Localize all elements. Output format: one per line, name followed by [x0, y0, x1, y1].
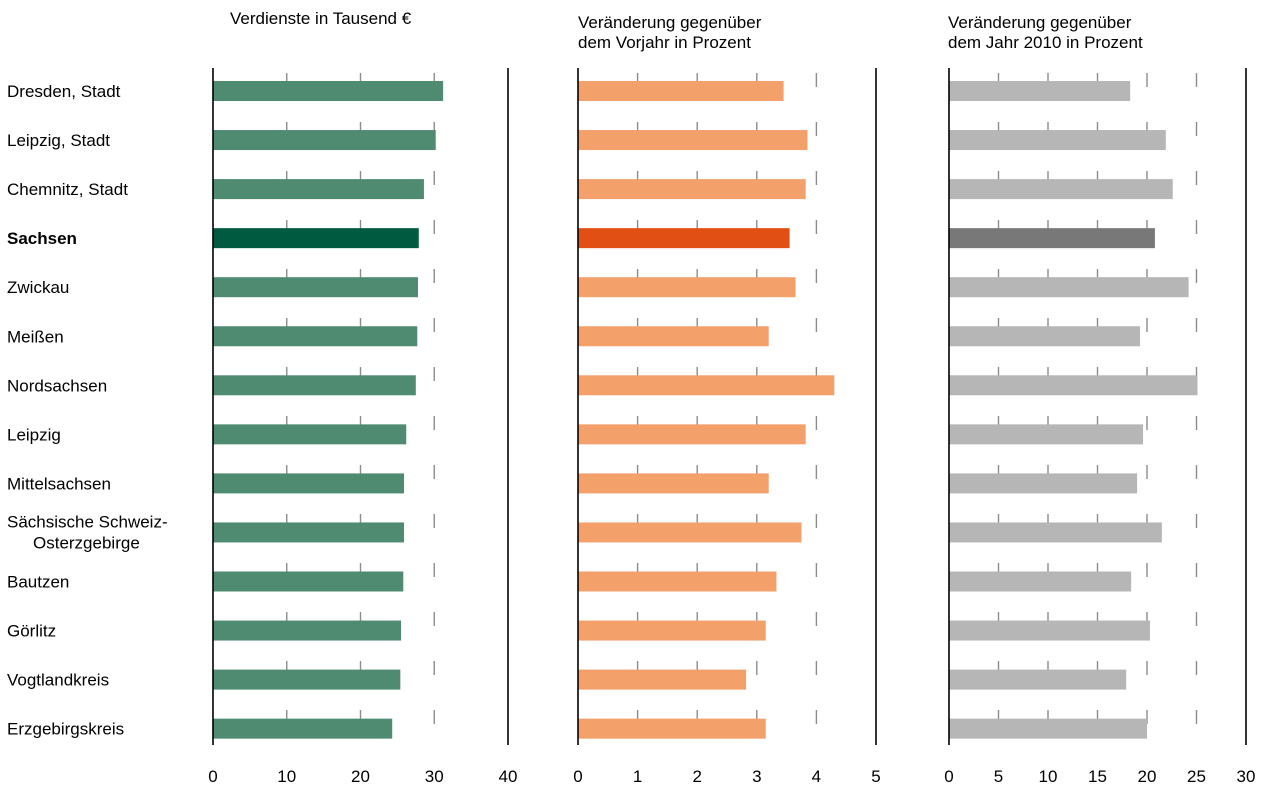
- bar: [213, 130, 436, 151]
- bar: [578, 473, 769, 494]
- bar: [578, 277, 796, 298]
- category-label: Dresden, Stadt: [7, 82, 121, 101]
- category-label: Sachsen: [7, 229, 77, 248]
- bar: [949, 473, 1138, 494]
- bar: [213, 571, 404, 592]
- tick-label: 1: [633, 767, 642, 785]
- bar: [213, 669, 401, 690]
- category-label: Leipzig: [7, 425, 61, 444]
- bar: [213, 375, 416, 396]
- bar: [213, 326, 418, 347]
- tick-label: 0: [573, 767, 582, 785]
- tick-label: 30: [425, 767, 444, 785]
- bar: [578, 228, 790, 249]
- category-label: Nordsachsen: [7, 376, 107, 395]
- bar: [213, 718, 393, 739]
- bar: [213, 522, 405, 543]
- bar: [949, 571, 1132, 592]
- panel-title-vorjahr: Veränderung gegenüber dem Vorjahr in Pro…: [578, 13, 762, 52]
- tick-label: 40: [499, 767, 518, 785]
- bar: [578, 522, 802, 543]
- bar: [213, 179, 424, 200]
- bar: [213, 228, 419, 249]
- category-label: Meißen: [7, 327, 64, 346]
- bar: [578, 375, 835, 396]
- category-label: Leipzig, Stadt: [7, 131, 110, 150]
- bar: [949, 326, 1141, 347]
- tick-label: 4: [812, 767, 821, 785]
- tick-label: 20: [1138, 767, 1157, 785]
- bar: [578, 130, 808, 151]
- bar: [949, 620, 1150, 641]
- bar: [949, 130, 1166, 151]
- tick-label: 30: [1237, 767, 1256, 785]
- bar: [949, 522, 1162, 543]
- tick-label: 15: [1088, 767, 1107, 785]
- bar: [578, 81, 784, 101]
- category-label: Erzgebirgskreis: [7, 720, 124, 739]
- category-label: Vogtlandkreis: [7, 671, 109, 690]
- bar: [578, 620, 766, 641]
- bar: [949, 669, 1127, 690]
- bar: [213, 473, 405, 494]
- bar: [578, 669, 747, 690]
- bar: [949, 277, 1189, 298]
- category-label: Mittelsachsen: [7, 474, 111, 493]
- bar: [578, 179, 806, 200]
- panel-title-verdienste: Verdienste in Tausend €: [230, 9, 412, 28]
- bar: [949, 179, 1173, 200]
- bar: [578, 326, 769, 347]
- category-label: Görlitz: [7, 622, 56, 641]
- tick-label: 10: [277, 767, 296, 785]
- tick-label: 3: [752, 767, 761, 785]
- bar: [949, 228, 1155, 249]
- tick-label: 2: [692, 767, 701, 785]
- tick-label: 5: [994, 767, 1003, 785]
- category-label: Zwickau: [7, 278, 69, 297]
- tick-label: 25: [1187, 767, 1206, 785]
- category-label: Sächsische Schweiz-Osterzgebirge: [7, 512, 168, 552]
- bar: [949, 424, 1144, 445]
- bar: [213, 81, 444, 101]
- bar: [949, 81, 1131, 101]
- category-label: Bautzen: [7, 573, 69, 592]
- bar: [578, 718, 766, 739]
- panel-title-2010: Veränderung gegenüber dem Jahr 2010 in P…: [948, 13, 1143, 52]
- bar: [213, 424, 407, 445]
- bar: [213, 620, 402, 641]
- tick-label: 0: [208, 767, 217, 785]
- bar: [949, 718, 1147, 739]
- bar: [213, 277, 419, 298]
- bar: [578, 424, 806, 445]
- bar: [578, 571, 777, 592]
- tick-label: 5: [871, 767, 880, 785]
- tick-label: 20: [351, 767, 370, 785]
- tick-label: 0: [944, 767, 953, 785]
- bar: [949, 375, 1198, 396]
- category-label: Chemnitz, Stadt: [7, 180, 128, 199]
- tick-label: 10: [1039, 767, 1058, 785]
